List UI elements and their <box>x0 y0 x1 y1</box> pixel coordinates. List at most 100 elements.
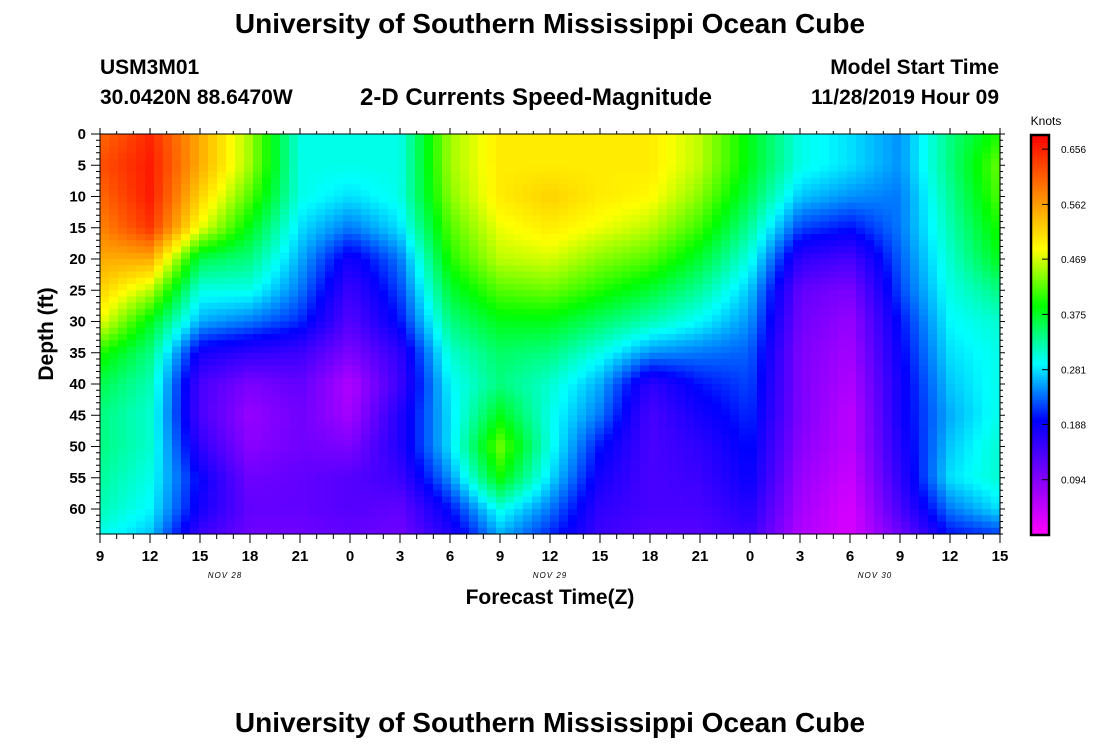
heatmap-cell <box>424 396 434 404</box>
heatmap-cell <box>217 309 227 316</box>
heatmap-cell <box>262 165 272 173</box>
heatmap-cell <box>586 227 596 235</box>
heatmap-cell <box>478 315 488 323</box>
heatmap-cell <box>397 271 407 279</box>
heatmap-cell <box>604 365 614 373</box>
heatmap-cell <box>595 202 605 210</box>
heatmap-cell <box>379 221 389 229</box>
heatmap-cell <box>154 140 164 148</box>
heatmap-cell <box>874 340 884 348</box>
heatmap-cell <box>460 221 470 229</box>
heatmap-cell <box>469 202 479 210</box>
heatmap-cell <box>757 152 767 160</box>
heatmap-cell <box>406 390 416 398</box>
heatmap-cell <box>919 434 929 441</box>
heatmap-cell <box>595 190 605 198</box>
heatmap-cell <box>802 315 812 323</box>
heatmap-cell <box>136 302 146 310</box>
heatmap-cell <box>973 296 983 304</box>
heatmap-cell <box>136 277 146 285</box>
heatmap-cell <box>406 340 416 348</box>
heatmap-cell <box>523 146 533 154</box>
heatmap-cell <box>541 177 551 185</box>
model-start-label: Model Start Time <box>830 56 999 79</box>
heatmap-cell <box>271 259 281 266</box>
heatmap-cell <box>397 190 407 198</box>
heatmap-cell <box>289 171 299 179</box>
heatmap-cell <box>253 427 263 435</box>
heatmap-cell <box>262 265 272 273</box>
heatmap-cell <box>676 271 686 279</box>
heatmap-cell <box>712 384 722 391</box>
heatmap-cell <box>946 221 956 229</box>
heatmap-cell <box>316 171 326 179</box>
heatmap-cell <box>154 209 164 216</box>
heatmap-cell <box>541 415 551 423</box>
heatmap-cell <box>604 359 614 366</box>
heatmap-cell <box>127 277 137 285</box>
heatmap-cell <box>280 277 290 285</box>
heatmap-cell <box>937 409 947 416</box>
heatmap-cell <box>748 402 758 410</box>
heatmap-cell <box>883 159 893 166</box>
heatmap-cell <box>163 296 173 304</box>
heatmap-cell <box>820 134 830 141</box>
heatmap-cell <box>262 246 272 254</box>
heatmap-cell <box>226 265 236 273</box>
heatmap-cell <box>946 346 956 354</box>
heatmap-cell <box>307 302 317 310</box>
heatmap-cell <box>928 327 938 335</box>
heatmap-cell <box>424 277 434 285</box>
heatmap-cell <box>406 321 416 329</box>
heatmap-cell <box>181 234 191 241</box>
heatmap-cell <box>649 177 659 185</box>
heatmap-cell <box>487 334 497 341</box>
heatmap-cell <box>307 246 317 254</box>
heatmap-cell <box>541 159 551 166</box>
heatmap-cell <box>145 321 155 329</box>
heatmap-cell <box>901 371 911 379</box>
heatmap-cell <box>478 159 488 166</box>
heatmap-cell <box>442 402 452 410</box>
heatmap-cell <box>847 352 857 360</box>
heatmap-cell <box>100 309 110 316</box>
heatmap-cell <box>946 340 956 348</box>
heatmap-cell <box>694 359 704 366</box>
heatmap-cell <box>748 365 758 373</box>
heatmap-cell <box>703 396 713 404</box>
heatmap-cell <box>757 165 767 173</box>
heatmap-cell <box>190 302 200 310</box>
heatmap-cell <box>145 196 155 204</box>
heatmap-cell <box>559 309 569 316</box>
heatmap-cell <box>982 415 992 423</box>
heatmap-cell <box>793 402 803 410</box>
heatmap-cell <box>541 146 551 154</box>
heatmap-cell <box>649 146 659 154</box>
heatmap-cell <box>784 284 794 291</box>
heatmap-cell <box>379 177 389 185</box>
heatmap-cell <box>226 171 236 179</box>
heatmap-cell <box>730 215 740 223</box>
heatmap-cell <box>757 415 767 423</box>
heatmap-cell <box>379 302 389 310</box>
heatmap-cell <box>595 421 605 429</box>
heatmap-cell <box>568 184 578 191</box>
heatmap-cell <box>802 365 812 373</box>
heatmap-cell <box>469 215 479 223</box>
heatmap-cell <box>568 290 578 298</box>
heatmap-cell <box>577 184 587 191</box>
heatmap-cell <box>622 152 632 160</box>
heatmap-cell <box>667 334 677 341</box>
heatmap-cell <box>460 296 470 304</box>
heatmap-cell <box>739 421 749 429</box>
heatmap-cell <box>262 290 272 298</box>
heatmap-cell <box>478 296 488 304</box>
heatmap-cell <box>460 259 470 266</box>
heatmap-cell <box>766 134 776 141</box>
heatmap-cell <box>163 365 173 373</box>
heatmap-cell <box>208 265 218 273</box>
heatmap-cell <box>919 302 929 310</box>
heatmap-cell <box>181 377 191 385</box>
heatmap-cell <box>109 352 119 360</box>
heatmap-cell <box>622 140 632 148</box>
